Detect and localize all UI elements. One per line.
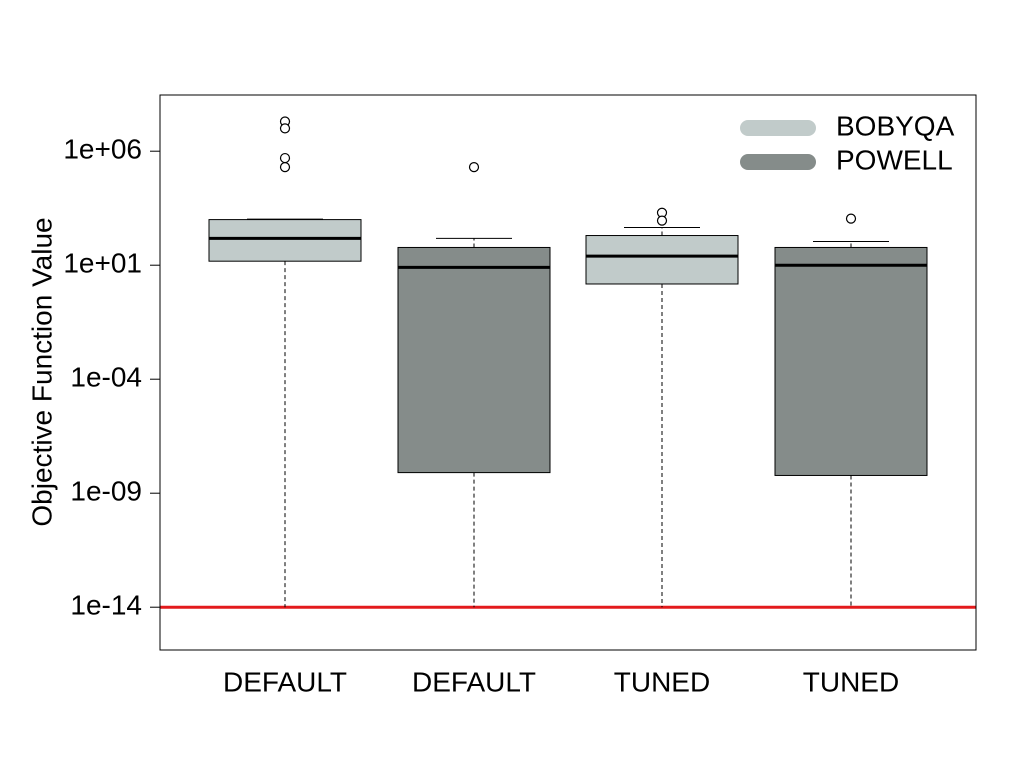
x-category-label: TUNED — [614, 666, 710, 697]
plot-layer — [160, 116, 976, 609]
y-axis: 1e+06 1e+01 1e-04 1e-09 1e-14 — [63, 134, 160, 621]
box-2 — [397, 162, 551, 608]
y-tick-label: 1e-04 — [70, 362, 142, 393]
legend-label: POWELL — [836, 144, 953, 175]
box-1 — [208, 116, 362, 608]
box-body — [397, 246, 551, 474]
plot-frame — [159, 94, 977, 651]
box-3 — [585, 207, 739, 608]
y-tick-label: 1e-09 — [70, 476, 142, 507]
outlier-point — [279, 152, 291, 164]
x-category-label: TUNED — [803, 666, 899, 697]
y-tick-label: 1e-14 — [70, 590, 142, 621]
y-tick-label: 1e+01 — [63, 248, 142, 279]
y-axis-label: Objective Function Value — [26, 217, 57, 526]
legend-label: BOBYQA — [836, 110, 955, 141]
outlier-point — [656, 215, 668, 226]
outlier-point — [279, 162, 291, 173]
box-4 — [774, 213, 928, 608]
x-category-label: DEFAULT — [412, 666, 536, 697]
box-body — [774, 246, 928, 476]
x-axis: DEFAULT DEFAULT TUNED TUNED — [223, 666, 899, 697]
box-body — [208, 219, 362, 262]
outlier-point — [279, 123, 291, 134]
x-category-label: DEFAULT — [223, 666, 347, 697]
y-tick-label: 1e+06 — [63, 134, 142, 165]
outlier-point — [845, 213, 857, 224]
box-body — [585, 235, 739, 285]
outlier-point — [468, 162, 480, 173]
